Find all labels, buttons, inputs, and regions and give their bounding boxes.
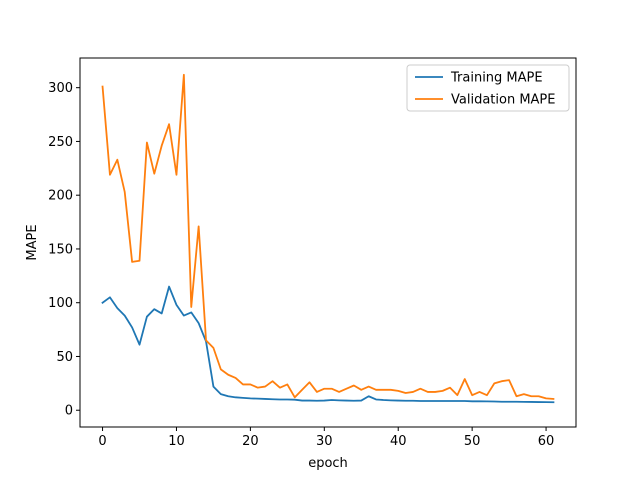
x-tick-label: 10	[168, 434, 185, 449]
x-tick-label: 20	[242, 434, 259, 449]
y-tick-label: 50	[56, 350, 73, 365]
x-tick-label: 50	[464, 434, 481, 449]
y-axis: 0 50 100 150 200 250 300	[48, 81, 80, 419]
x-tick-label: 0	[98, 434, 106, 449]
y-axis-label: MAPE	[25, 224, 40, 260]
legend-box	[406, 64, 570, 112]
x-axis: 0 10 20 30 40 50 60	[98, 427, 554, 449]
y-tick-label: 300	[48, 81, 73, 96]
series-layer	[101, 73, 555, 404]
x-axis-label: epoch	[308, 456, 348, 471]
legend-label: Validation MAPE	[451, 93, 556, 108]
legend-label: Training MAPE	[450, 71, 543, 86]
y-tick-label: 100	[48, 296, 73, 311]
y-tick-label: 200	[48, 189, 73, 204]
axes-frame	[79, 57, 577, 428]
y-tick-label: 150	[48, 242, 73, 257]
legend: Training MAPE Validation MAPE	[406, 64, 570, 112]
x-tick-label: 60	[538, 434, 555, 449]
x-tick-label: 30	[316, 434, 333, 449]
x-tick-label: 40	[390, 434, 407, 449]
y-tick-label: 0	[65, 404, 73, 419]
series-line-training	[101, 285, 555, 404]
y-tick-label: 250	[48, 135, 73, 150]
series-line-validation	[101, 73, 555, 400]
